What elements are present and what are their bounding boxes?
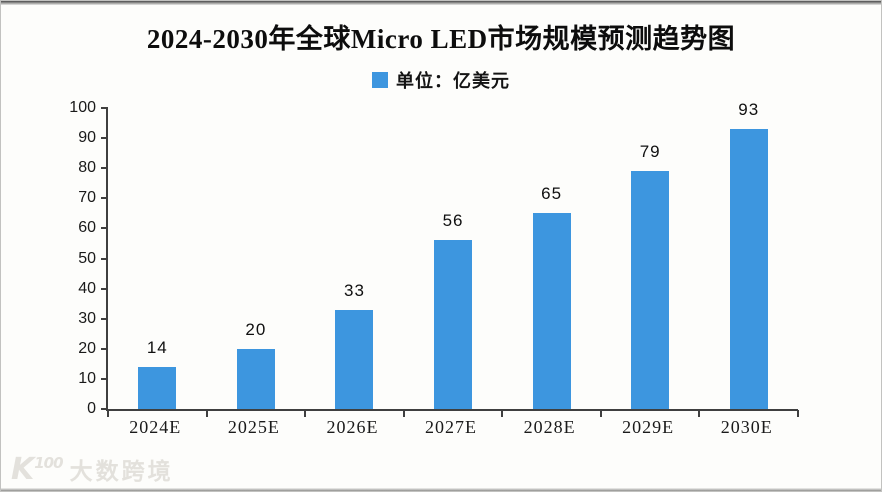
- bar-slot: 93: [699, 100, 798, 409]
- y-tick-label: 70: [78, 189, 96, 207]
- y-tick-label: 60: [78, 219, 96, 237]
- x-axis-tick: [107, 410, 109, 417]
- plot-area: 0 10 20 30 40 50 60 70 80 90 100 14 20 33 56 65 79 93: [69, 99, 799, 417]
- y-tick-label: 10: [78, 369, 96, 387]
- y-tick-label: 30: [78, 309, 96, 327]
- watermark: K100 大数跨境: [11, 450, 174, 487]
- y-axis-tick: [101, 287, 108, 290]
- watermark-text: 大数跨境: [69, 458, 174, 484]
- y-axis-tick: [101, 227, 108, 230]
- y-axis-tick: [101, 137, 108, 140]
- bar-slot: 56: [404, 108, 503, 409]
- x-axis-tick: [599, 410, 602, 417]
- bottom-edge-strip: [1, 488, 881, 491]
- y-tick-label: 90: [78, 129, 96, 147]
- x-tick-label: 2029E: [622, 417, 675, 437]
- bar: [532, 213, 571, 409]
- y-axis-tick: [101, 167, 108, 170]
- y-tick-label: 50: [78, 249, 96, 267]
- x-axis-tick: [698, 410, 701, 417]
- x-tick-label: 2024E: [129, 417, 182, 437]
- x-tick-label: 2030E: [720, 417, 773, 437]
- bar-value-label: 56: [442, 211, 464, 231]
- legend-label: 单位：亿美元: [396, 71, 510, 91]
- bar: [434, 240, 473, 409]
- bar-value-label: 93: [738, 100, 760, 120]
- y-axis-tick: [101, 197, 108, 200]
- bar: [335, 309, 374, 409]
- bar-slot: 65: [502, 108, 601, 409]
- x-tick-label: 2027E: [425, 417, 478, 437]
- x-axis-tick: [797, 410, 799, 417]
- top-edge-strip: [1, 1, 881, 5]
- bar: [729, 129, 768, 409]
- y-tick-label: 20: [78, 339, 96, 357]
- watermark-logo-icon: K100: [11, 452, 64, 487]
- bar-value-label: 33: [343, 280, 365, 300]
- bar-slot: 79: [601, 108, 700, 409]
- chart-title: 2024-2030年全球Micro LED市场规模预测趋势图: [146, 24, 736, 54]
- x-tick-label: 2025E: [227, 417, 280, 437]
- x-axis-tick: [205, 410, 208, 417]
- bar-value-label: 20: [245, 319, 267, 339]
- x-tick-labels-row: 2024E 2025E 2026E 2027E 2028E 2029E 2030E: [106, 417, 796, 438]
- y-axis-tick: [101, 107, 108, 109]
- bar: [236, 348, 275, 409]
- x-tick-label: 2028E: [523, 417, 576, 437]
- y-tick-label: 80: [78, 159, 96, 177]
- bar-slot: 33: [305, 108, 404, 409]
- y-axis-tick: [101, 257, 108, 260]
- bars-container: 14 20 33 56 65 79 93: [108, 100, 798, 409]
- y-axis-tick: [101, 408, 108, 410]
- bar-value-label: 65: [541, 184, 563, 204]
- bar-value-label: 14: [146, 337, 168, 357]
- x-axis-tick: [304, 410, 307, 417]
- y-tick-label: 0: [87, 400, 96, 417]
- bar: [138, 366, 177, 409]
- x-axis-tick: [402, 410, 405, 417]
- x-tick-label: 2026E: [326, 417, 379, 437]
- legend-swatch-icon: [372, 72, 388, 88]
- bar-value-label: 79: [639, 142, 661, 162]
- legend: 单位：亿美元: [1, 67, 881, 93]
- y-tick-label: 40: [78, 279, 96, 297]
- bar-slot: 14: [108, 108, 207, 409]
- y-axis-tick: [101, 377, 108, 380]
- bar-slot: 20: [207, 108, 306, 409]
- y-axis-tick: [101, 347, 108, 350]
- x-axis-tick: [501, 410, 504, 417]
- y-axis-tick: [101, 317, 108, 320]
- bar: [631, 171, 670, 409]
- y-tick-label: 100: [69, 99, 96, 116]
